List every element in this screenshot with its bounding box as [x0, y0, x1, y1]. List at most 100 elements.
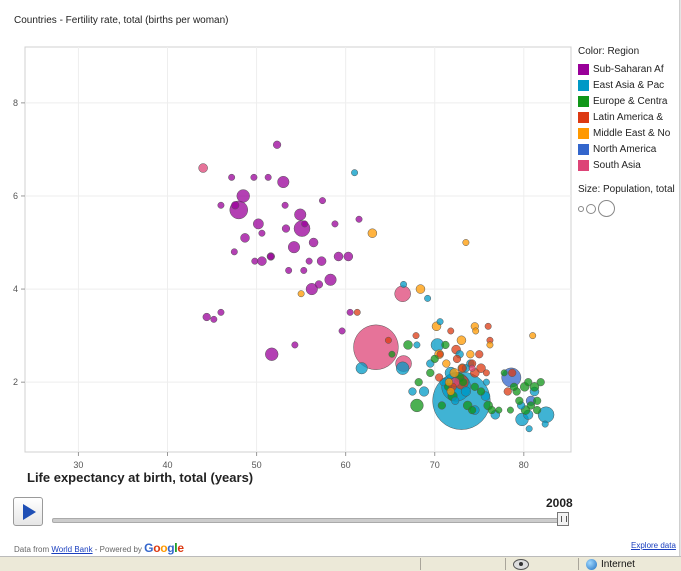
legend-label: Middle East & No — [593, 127, 671, 139]
data-bubble — [291, 341, 299, 349]
data-bubble — [503, 387, 512, 396]
data-bubble — [506, 406, 514, 414]
play-icon — [23, 504, 36, 520]
footer-attribution: Data from World Bank - Powered by Google — [14, 541, 184, 555]
data-bubble — [476, 387, 486, 396]
data-bubble — [210, 315, 218, 323]
data-bubble — [305, 257, 313, 265]
data-bubble — [257, 256, 267, 266]
data-bubble — [441, 340, 450, 350]
data-bubble — [525, 425, 533, 433]
legend-item[interactable]: Middle East & No — [578, 125, 676, 141]
legend-size-title[interactable]: Size: Population, total — [578, 184, 675, 195]
status-separator — [420, 558, 421, 570]
legend-item[interactable]: Latin America & — [578, 109, 676, 125]
data-bubble — [415, 284, 426, 294]
legend-swatch — [578, 63, 589, 75]
data-bubble — [394, 285, 411, 302]
data-bubble — [529, 382, 540, 392]
time-slider-handle[interactable] — [557, 512, 569, 526]
x-tick-label: 40 — [163, 460, 173, 470]
legend-label: East Asia & Pac — [593, 79, 665, 91]
plot-area: 30 40 50 60 70 80 2 4 6 8 — [13, 46, 572, 470]
legend-swatch — [578, 95, 589, 107]
x-axis-label[interactable]: Life expectancy at birth, total (years) — [27, 470, 254, 485]
data-bubble — [251, 257, 259, 265]
data-bubble — [198, 163, 208, 173]
explore-data-link[interactable]: Explore data — [631, 541, 676, 550]
data-bubble — [281, 201, 289, 209]
data-bubble — [436, 350, 444, 358]
visualization-frame: Countries - Fertility rate, total (birth… — [0, 0, 680, 556]
data-bubble — [314, 280, 324, 289]
data-bubble — [252, 218, 264, 230]
data-bubble — [324, 273, 337, 286]
data-bubble — [435, 373, 444, 382]
legend-swatch — [578, 143, 589, 155]
data-bubble — [426, 368, 435, 377]
x-tick-label: 30 — [73, 460, 83, 470]
data-bubble — [319, 197, 326, 205]
data-bubble — [413, 341, 421, 349]
legend: Color: Region Sub-Saharan Af East Asia &… — [578, 46, 676, 217]
data-bubble — [436, 318, 444, 326]
data-bubble — [475, 350, 484, 359]
data-bubble — [202, 312, 211, 322]
data-bubble — [217, 308, 225, 316]
data-bubble — [468, 406, 477, 415]
data-bubble — [230, 248, 238, 256]
legend-label: North America — [593, 143, 657, 155]
legend-swatch — [578, 127, 589, 139]
legend-swatch — [578, 111, 589, 123]
data-bubble — [300, 266, 308, 274]
status-separator — [505, 558, 506, 570]
browser-status-bar: Internet — [0, 556, 681, 571]
data-bubble — [355, 362, 368, 375]
legend-item[interactable]: Europe & Centra — [578, 93, 676, 109]
data-bubble — [285, 266, 293, 274]
data-bubble — [446, 387, 455, 396]
data-bubble — [486, 341, 494, 349]
data-bubble — [500, 369, 508, 377]
data-bubble — [459, 378, 468, 387]
data-bubble — [287, 241, 301, 254]
world-bank-link[interactable]: World Bank — [51, 545, 93, 554]
data-bubble — [297, 290, 305, 298]
data-bubble — [265, 347, 279, 361]
data-bubble — [396, 361, 410, 375]
data-bubble — [444, 378, 454, 387]
privacy-eye-icon[interactable] — [513, 559, 529, 570]
time-slider-track[interactable] — [52, 518, 562, 523]
legend-item[interactable]: Sub-Saharan Af — [578, 61, 676, 77]
legend-item[interactable]: North America — [578, 141, 676, 157]
data-bubble — [495, 406, 503, 414]
security-zone-label: Internet — [601, 559, 635, 570]
data-bubble — [343, 251, 354, 262]
data-bubble — [258, 229, 266, 237]
data-bubble — [509, 382, 519, 391]
data-bubble — [460, 386, 471, 397]
x-tick-label: 70 — [430, 460, 440, 470]
y-tick-label: 4 — [13, 284, 18, 294]
data-bubble — [338, 327, 346, 335]
legend-item[interactable]: East Asia & Pac — [578, 77, 676, 93]
data-bubble — [355, 215, 363, 223]
legend-item[interactable]: South Asia — [578, 157, 676, 173]
chart-title: Countries - Fertility rate, total (birth… — [14, 15, 229, 26]
data-bubble — [308, 237, 319, 248]
data-bubble — [476, 363, 486, 373]
play-button[interactable] — [13, 497, 43, 526]
data-bubble — [388, 350, 396, 358]
data-bubble — [236, 189, 250, 203]
data-bubble — [250, 173, 258, 181]
data-bubble — [447, 327, 455, 335]
legend-color-title[interactable]: Color: Region — [578, 46, 640, 57]
data-bubble — [533, 406, 542, 415]
data-bubble — [452, 354, 462, 363]
data-bubble — [301, 220, 309, 228]
data-bubble — [449, 368, 460, 378]
data-bubble — [351, 169, 359, 177]
x-tick-label: 80 — [519, 460, 529, 470]
data-bubble — [264, 173, 272, 181]
data-bubble — [541, 420, 549, 428]
